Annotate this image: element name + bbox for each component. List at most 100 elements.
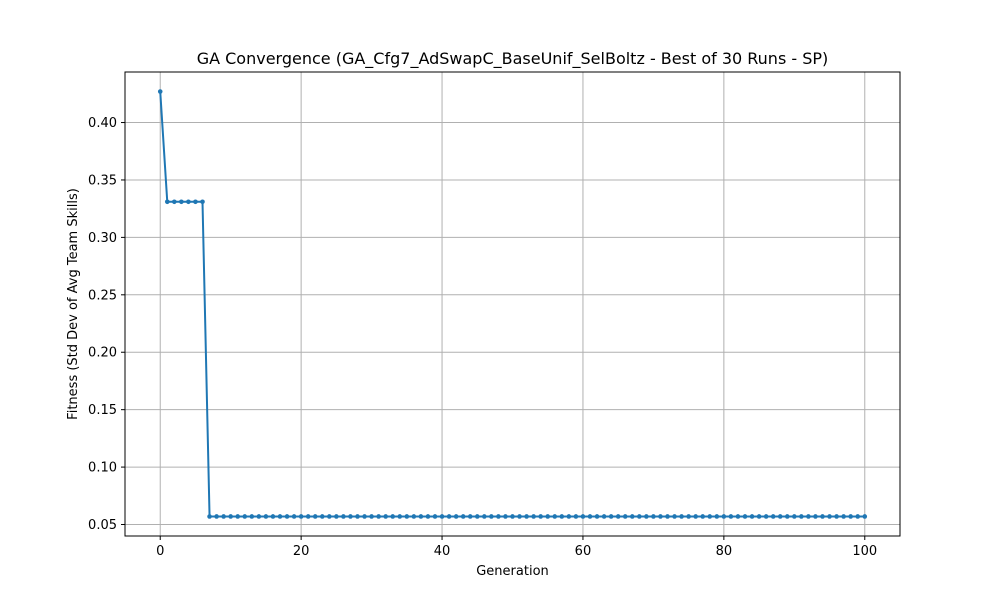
data-point — [651, 514, 656, 519]
y-tick-label: 0.35 — [88, 173, 117, 188]
data-point — [806, 514, 811, 519]
data-point — [446, 514, 452, 519]
data-point — [284, 514, 290, 519]
data-point — [157, 89, 163, 94]
ticks: 0 20 40 60 80 100 0.05 0.10 0.15 0.20 0.25 0.30 0.35… — [88, 116, 877, 559]
series-line — [159, 91, 865, 518]
x-tick-label: 80 — [716, 544, 733, 559]
data-point — [784, 514, 790, 519]
data-point — [686, 514, 691, 519]
data-point — [397, 514, 403, 519]
data-point — [242, 514, 248, 519]
data-point — [383, 514, 388, 519]
data-point — [721, 514, 727, 519]
data-point — [305, 514, 311, 519]
data-point — [348, 514, 353, 519]
y-tick-label: 0.15 — [88, 403, 117, 418]
y-tick-label: 0.05 — [88, 518, 117, 533]
data-point — [820, 514, 825, 519]
data-point — [235, 514, 241, 519]
data-point — [221, 514, 226, 519]
data-point — [855, 514, 861, 519]
data-point — [249, 514, 255, 519]
data-point — [503, 514, 508, 519]
data-point — [841, 514, 846, 519]
data-point — [545, 514, 551, 519]
data-point — [453, 514, 459, 519]
data-point — [608, 514, 614, 519]
data-point — [742, 514, 748, 519]
data-point — [432, 514, 438, 519]
data-point — [319, 514, 325, 519]
x-tick-label: 0 — [156, 544, 164, 559]
y-tick-label: 0.10 — [88, 461, 117, 476]
x-tick-label: 20 — [293, 544, 310, 559]
data-point — [482, 514, 487, 519]
data-point — [467, 514, 473, 519]
data-point — [327, 514, 332, 519]
data-point — [355, 514, 360, 519]
data-point — [531, 514, 536, 519]
data-point — [792, 514, 797, 519]
data-point — [665, 514, 670, 519]
data-point — [207, 514, 212, 519]
plot-area-frame — [124, 71, 901, 537]
data-point — [489, 514, 494, 519]
data-point — [552, 514, 558, 519]
data-point — [587, 514, 593, 519]
data-point — [460, 514, 466, 519]
data-point — [439, 514, 445, 519]
x-tick-label: 100 — [852, 544, 877, 559]
data-point — [637, 514, 642, 519]
y-tick-label: 0.30 — [88, 231, 117, 246]
data-point — [672, 514, 677, 519]
data-point — [256, 514, 262, 519]
data-point — [594, 514, 600, 519]
data-point — [411, 514, 417, 519]
data-point — [848, 514, 853, 519]
data-point — [474, 514, 480, 519]
data-point — [601, 514, 607, 519]
data-point — [517, 514, 522, 519]
data-point — [390, 514, 396, 519]
data-point — [404, 514, 410, 519]
data-point — [749, 514, 755, 519]
data-point — [510, 514, 515, 519]
data-point — [312, 514, 318, 519]
data-point — [263, 514, 269, 519]
data-point — [362, 514, 367, 519]
x-axis-label: Generation — [476, 564, 549, 579]
data-point — [341, 514, 346, 519]
data-point — [827, 514, 832, 519]
data-point — [707, 514, 713, 519]
data-point — [376, 514, 381, 519]
data-point — [172, 199, 177, 205]
y-tick-label: 0.40 — [88, 116, 117, 131]
series-layer — [157, 89, 868, 519]
data-point — [756, 514, 762, 519]
y-tick-label: 0.25 — [88, 288, 117, 303]
data-point — [700, 514, 706, 519]
data-point — [714, 514, 720, 519]
data-point — [735, 514, 741, 519]
data-point — [270, 514, 276, 519]
data-point — [193, 199, 198, 205]
y-axis-label: Fitness (Std Dev of Avg Team Skills) — [66, 188, 81, 420]
data-point — [418, 514, 424, 519]
data-point — [770, 514, 776, 519]
data-point — [763, 514, 769, 519]
data-point — [693, 514, 698, 519]
data-point — [834, 514, 839, 519]
data-point — [573, 514, 579, 519]
data-point — [334, 514, 339, 519]
data-point — [559, 514, 565, 519]
x-tick-label: 60 — [575, 544, 592, 559]
data-point — [622, 514, 628, 519]
data-point — [425, 514, 431, 519]
data-point — [799, 514, 804, 519]
data-point — [777, 514, 783, 519]
x-tick-label: 40 — [434, 544, 451, 559]
data-point — [862, 514, 868, 519]
